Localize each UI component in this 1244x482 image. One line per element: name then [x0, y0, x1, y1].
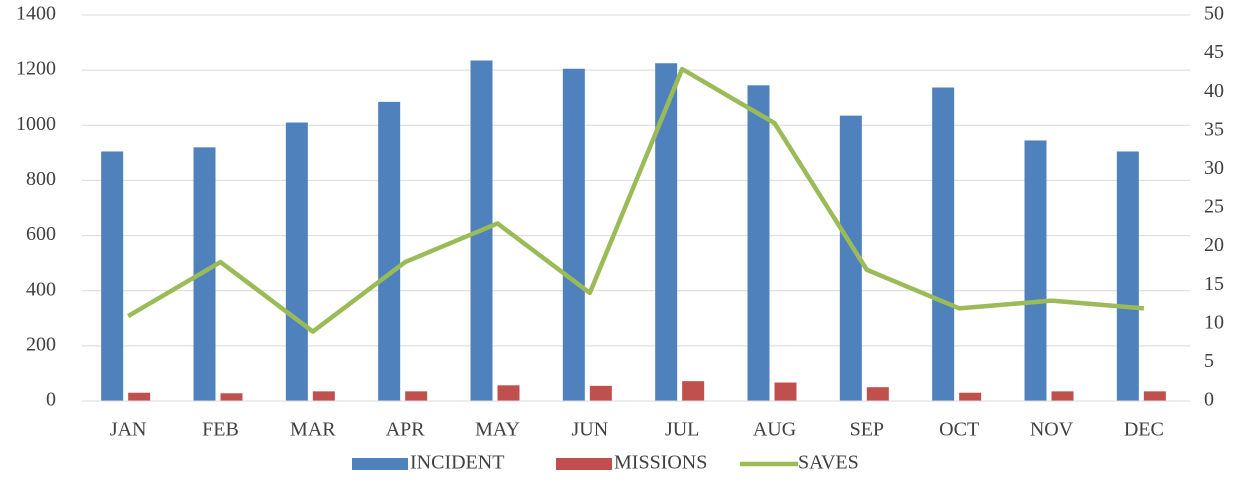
y2-tick-label: 30	[1204, 157, 1224, 179]
x-tick-label: JUL	[665, 419, 699, 441]
y-tick-label: 0	[46, 389, 56, 411]
bar	[128, 392, 151, 401]
y-tick-label: 1400	[16, 3, 56, 25]
x-tick-label: NOV	[1030, 419, 1074, 441]
bar	[932, 87, 955, 402]
bar	[655, 63, 678, 401]
bar	[101, 151, 124, 401]
y2-tick-label: 50	[1204, 3, 1224, 25]
bar	[1024, 140, 1047, 401]
bar	[959, 392, 982, 401]
y2-tick-label: 20	[1204, 234, 1224, 256]
bar	[285, 122, 308, 402]
y-tick-label: 800	[26, 168, 56, 190]
legend-label: SAVES	[798, 452, 859, 474]
legend-label: INCIDENT	[410, 452, 504, 474]
y2-tick-label: 40	[1204, 80, 1224, 102]
bar	[747, 85, 770, 402]
y-tick-label: 600	[26, 223, 56, 245]
y2-tick-label: 25	[1204, 196, 1224, 218]
bar	[866, 387, 889, 401]
bar	[839, 115, 862, 401]
bar	[1143, 391, 1166, 401]
bar	[497, 385, 520, 401]
y2-tick-label: 10	[1204, 311, 1224, 333]
x-tick-label: OCT	[939, 419, 979, 441]
y2-tick-label: 15	[1204, 273, 1224, 295]
x-tick-label: MAY	[475, 419, 520, 441]
y-tick-label: 200	[26, 333, 56, 355]
y2-tick-label: 35	[1204, 118, 1224, 140]
y2-tick-label: 0	[1204, 389, 1214, 411]
x-tick-label: DEC	[1124, 419, 1164, 441]
legend-label: MISSIONS	[614, 452, 707, 474]
bar	[312, 391, 335, 401]
bar	[220, 393, 243, 401]
x-tick-label: MAR	[290, 419, 336, 441]
y-tick-label: 1200	[16, 58, 56, 80]
bar	[378, 101, 401, 401]
y-tick-label: 400	[26, 278, 56, 300]
bar	[1116, 151, 1139, 401]
bar	[682, 381, 705, 401]
y2-tick-label: 45	[1204, 41, 1224, 63]
x-tick-label: JUN	[571, 419, 608, 441]
bar	[1051, 391, 1074, 401]
bar	[589, 385, 612, 401]
x-tick-label: JAN	[110, 419, 147, 441]
bar	[193, 147, 216, 401]
line	[127, 66, 1145, 334]
bar	[774, 382, 797, 401]
bar	[405, 391, 428, 401]
legend-swatch	[352, 458, 408, 470]
x-tick-label: APR	[386, 419, 426, 441]
y2-tick-label: 5	[1204, 350, 1214, 372]
y-tick-label: 1000	[16, 113, 56, 135]
bar	[562, 68, 585, 401]
x-tick-label: FEB	[202, 419, 239, 441]
x-tick-label: AUG	[753, 419, 796, 441]
x-tick-label: SEP	[850, 419, 884, 441]
legend-swatch	[556, 458, 612, 470]
